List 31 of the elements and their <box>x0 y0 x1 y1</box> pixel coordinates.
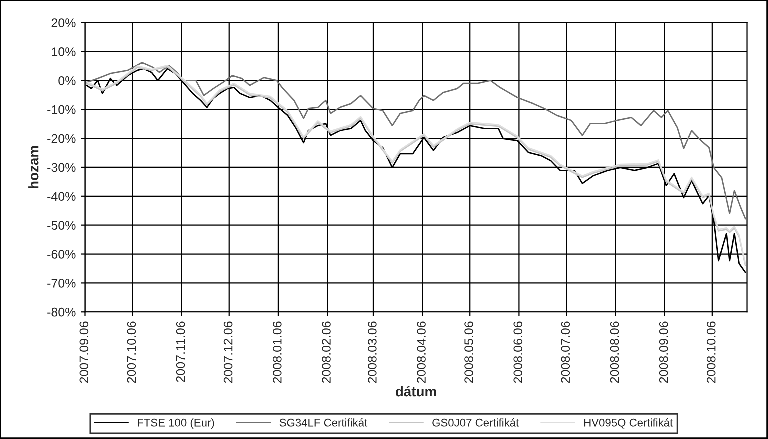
y-tick-label: 10% <box>52 48 76 56</box>
y-tick-label: -10% <box>48 105 76 114</box>
x-tick-label: 2007.09.06 <box>80 322 89 384</box>
legend-label: HV095Q Certifikát <box>584 418 674 429</box>
y-tick-label: -40% <box>48 192 76 202</box>
x-tick-label: 2008.06.06 <box>514 322 523 384</box>
y-tick-label: -50% <box>48 221 76 230</box>
legend-label: GS0J07 Certifikát <box>432 418 520 427</box>
x-tick-label: 2008.08.06 <box>610 322 620 384</box>
x-tick-label: 2007.11.06 <box>176 322 186 382</box>
y-tick-label: 0% <box>58 76 76 86</box>
legend-label: SG34LF Certifikát <box>280 418 368 427</box>
y-tick-label: -70% <box>48 279 76 288</box>
x-tick-label: 2007.10.06 <box>127 322 136 384</box>
y-tick-label: -80% <box>48 308 76 317</box>
x-tick-label: 2008.05.06 <box>464 322 474 384</box>
y-tick-label: -20% <box>48 134 76 144</box>
y-tick-label: 20% <box>52 18 76 28</box>
x-tick-label: 2008.07.06 <box>561 322 570 384</box>
x-tick-label: 2008.09.06 <box>659 322 668 384</box>
x-tick-label: 2008.03.06 <box>368 322 377 384</box>
y-tick-label: -30% <box>48 163 76 172</box>
x-tick-label: 2008.01.06 <box>272 322 282 384</box>
x-tick-label: 2008.02.06 <box>322 322 331 384</box>
legend-label: FTSE 100 (Eur) <box>138 418 214 429</box>
x-tick-label: 2007.12.06 <box>224 322 233 384</box>
y-tick-label: -60% <box>48 250 76 259</box>
x-tick-label: 2008.10.06 <box>706 322 716 384</box>
x-tick-label: 2008.04.06 <box>417 322 426 384</box>
x-axis-title: dátum <box>396 386 436 397</box>
y-axis-title: hozam <box>28 146 39 188</box>
